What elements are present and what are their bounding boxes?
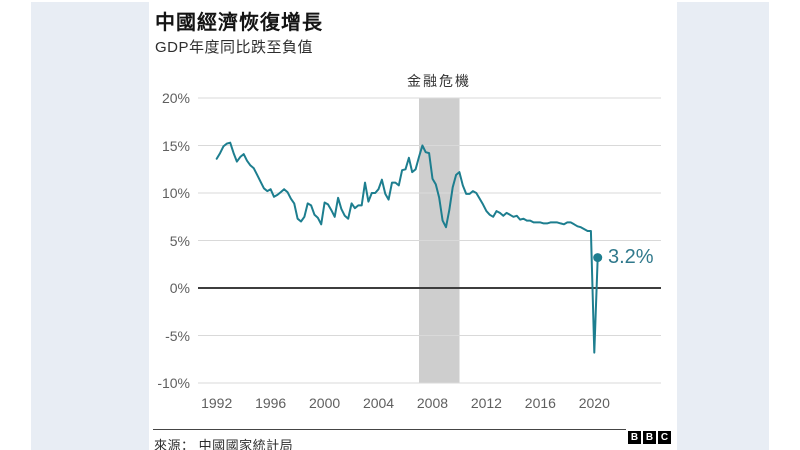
x-axis-tick-label: 2004 <box>362 395 395 411</box>
y-axis-tick-label: -10% <box>157 375 190 391</box>
source-text: 來源： 中國國家統計局 <box>154 438 294 450</box>
crisis-band-label: 金融危機 <box>407 73 471 89</box>
bbc-logo-letter: B <box>643 431 656 444</box>
chart-title: 中國經濟恢復增長 <box>155 12 323 34</box>
end-point-dot <box>593 253 603 263</box>
y-axis-tick-label: 0% <box>169 280 190 296</box>
y-axis-tick-label: 20% <box>161 90 190 106</box>
gdp-line <box>215 141 599 354</box>
chart-subtitle: GDP年度同比跌至負值 <box>155 39 314 56</box>
x-axis-tick-label: 1996 <box>255 395 287 411</box>
bbc-logo: B B C <box>628 431 671 444</box>
y-axis-labels: 20% 15% 10% 5% 0% -5% -10% <box>149 0 190 450</box>
bbc-logo-letter: B <box>628 431 641 444</box>
x-axis-tick-label: 1992 <box>201 395 233 411</box>
y-axis-tick-label: -5% <box>165 327 190 344</box>
bbc-logo-letter: C <box>658 431 671 444</box>
x-axis-tick-label: 2008 <box>416 395 449 411</box>
x-axis-tick-label: 2016 <box>524 395 556 411</box>
x-axis-tick-label: 2000 <box>309 395 341 411</box>
gdp-line-chart <box>198 97 661 384</box>
x-axis-tick-label: 2020 <box>578 395 610 411</box>
x-axis-tick-label: 2012 <box>470 395 502 411</box>
footer-divider <box>153 429 626 430</box>
y-axis-tick-label: 15% <box>161 137 190 154</box>
y-axis-tick-label: 5% <box>169 232 190 249</box>
y-axis-tick-label: 10% <box>161 185 190 201</box>
end-value-label: 3.2% <box>608 246 654 268</box>
x-axis-labels: 1992 1996 2000 2004 2008 2012 2016 2020 <box>149 395 677 415</box>
chart-card: 中國經濟恢復增長 GDP年度同比跌至負值 金融危機 20% 15% 10% 5% 0% -… <box>149 0 677 450</box>
